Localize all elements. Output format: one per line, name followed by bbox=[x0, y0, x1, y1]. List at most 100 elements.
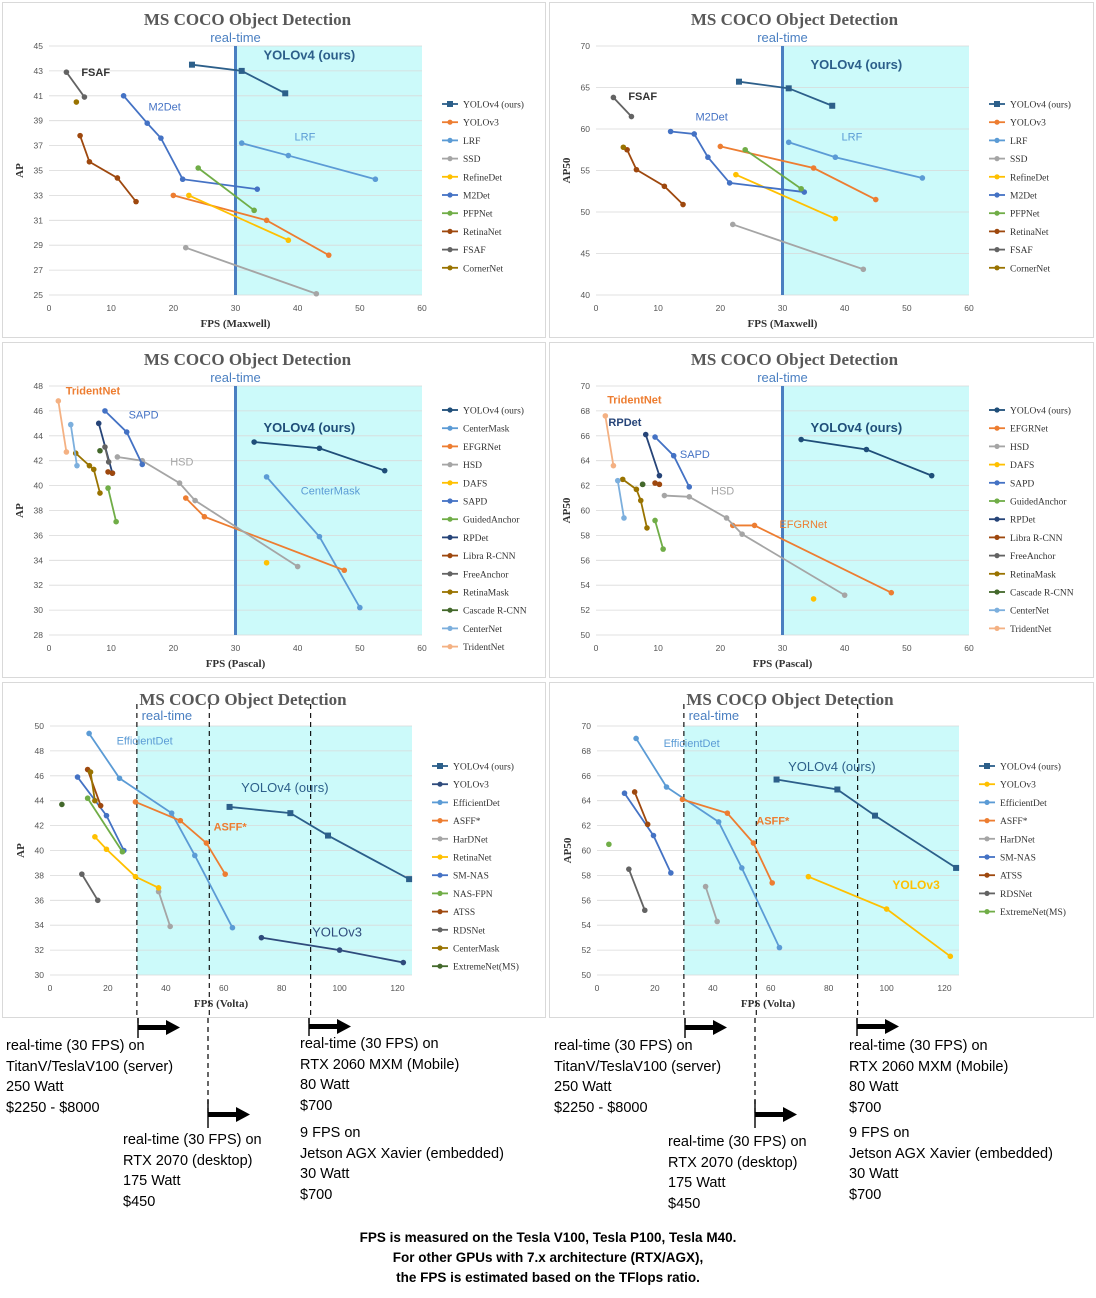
data-point bbox=[97, 447, 103, 454]
series-annotation: YOLOv4 (ours) bbox=[263, 48, 355, 63]
data-point bbox=[686, 484, 693, 490]
legend-label: YOLOv4 (ours) bbox=[453, 762, 514, 773]
series-yolov3 bbox=[805, 873, 954, 960]
legend-item-rpdet: RPDet bbox=[989, 516, 1036, 526]
legend-swatch-marker bbox=[994, 247, 1000, 253]
legend: YOLOv4 (ours) EFGRNet HSD DAFS SAPD GuidedAnc… bbox=[989, 406, 1074, 635]
legend-label: CornerNet bbox=[1010, 264, 1050, 274]
legend-swatch-marker bbox=[447, 644, 453, 650]
series-pfpnet bbox=[742, 146, 804, 192]
data-point bbox=[729, 221, 736, 228]
y-tick-label: 66 bbox=[582, 771, 592, 781]
x-tick-label: 50 bbox=[355, 643, 365, 653]
legend-label: FreeAnchor bbox=[1010, 552, 1056, 562]
data-point bbox=[229, 924, 236, 931]
legend-swatch-marker bbox=[994, 534, 1000, 540]
series-yolov3 bbox=[258, 934, 407, 966]
y-tick-label: 52 bbox=[581, 605, 591, 615]
legend-item-freeanchor: FreeAnchor bbox=[989, 552, 1056, 562]
series-annotation: EFGRNet bbox=[779, 519, 827, 531]
legend-item-yolov4-ours: YOLOv4 (ours) bbox=[989, 406, 1071, 417]
series-m2det bbox=[120, 93, 261, 192]
legend-item-sapd: SAPD bbox=[989, 479, 1034, 489]
x-axis-title: FPS (Pascal) bbox=[206, 658, 266, 670]
legend-swatch-marker bbox=[994, 571, 1000, 577]
data-point bbox=[186, 192, 192, 199]
series-annotation: YOLOv4 (ours) bbox=[810, 57, 902, 72]
data-point bbox=[105, 485, 111, 491]
y-tick-label: 40 bbox=[35, 846, 45, 856]
legend-label: RetinaNet bbox=[463, 228, 502, 238]
x-tick-label: 100 bbox=[880, 983, 894, 993]
y-axis-title: AP50 bbox=[561, 497, 573, 523]
series-hardnet bbox=[702, 883, 720, 925]
data-point bbox=[195, 165, 201, 171]
series-guidedanchor bbox=[105, 485, 119, 525]
y-tick-label: 52 bbox=[582, 945, 592, 955]
legend-item-lrf: LRF bbox=[442, 137, 480, 147]
data-point bbox=[834, 786, 841, 793]
data-point bbox=[620, 144, 627, 151]
x-axis-title: FPS (Pascal) bbox=[753, 658, 813, 670]
data-point bbox=[182, 244, 189, 251]
series-tridentnet bbox=[55, 398, 70, 455]
legend-label: YOLOv4 (ours) bbox=[1000, 762, 1061, 773]
series-efficientdet bbox=[86, 730, 236, 931]
data-point bbox=[724, 810, 731, 816]
y-tick-label: 54 bbox=[581, 580, 591, 590]
data-point bbox=[631, 789, 638, 795]
x-tick-label: 40 bbox=[293, 303, 303, 313]
annotation-line: $700 bbox=[300, 1097, 333, 1114]
series-tridentnet bbox=[602, 413, 617, 469]
data-point bbox=[679, 796, 686, 803]
y-tick-label: 60 bbox=[581, 506, 591, 516]
arrow-desktop-left bbox=[208, 1107, 250, 1122]
series-centernet bbox=[67, 421, 80, 469]
y-tick-label: 60 bbox=[582, 846, 592, 856]
legend-label: FSAF bbox=[1010, 246, 1033, 256]
series-ssd bbox=[182, 244, 320, 297]
series-line bbox=[79, 135, 137, 203]
annotation-line: 175 Watt bbox=[668, 1175, 726, 1191]
legend-swatch-marker bbox=[984, 890, 990, 896]
series-efgrnet bbox=[182, 495, 348, 574]
annotation-line: 9 FPS on bbox=[300, 1125, 361, 1141]
series-cornernet bbox=[73, 99, 80, 105]
y-tick-label: 29 bbox=[34, 240, 44, 250]
series-line bbox=[81, 873, 99, 901]
y-tick-label: 38 bbox=[35, 870, 45, 880]
series-asff bbox=[679, 796, 776, 886]
data-point bbox=[167, 923, 173, 930]
legend-swatch-marker bbox=[437, 818, 443, 824]
legend-swatch-marker bbox=[447, 462, 453, 468]
x-tick-label: 50 bbox=[355, 303, 365, 313]
series-pfpnet bbox=[195, 165, 257, 214]
x-tick-label: 30 bbox=[778, 643, 788, 653]
data-point bbox=[739, 531, 745, 537]
data-point bbox=[67, 421, 74, 428]
data-point bbox=[883, 906, 890, 912]
series-line bbox=[65, 71, 86, 98]
legend-item-centermask: CenterMask bbox=[442, 425, 510, 435]
legend-label: YOLOv4 (ours) bbox=[463, 406, 524, 417]
legend-item-tridentnet: TridentNet bbox=[989, 625, 1052, 635]
series-hsd bbox=[661, 492, 848, 598]
data-point bbox=[203, 840, 210, 846]
chart-svg-ap50-volta: 50 52 54 56 58 60 62 64 66 68 70 0 20 40 60 80 100 120 MS … bbox=[549, 682, 1094, 1018]
series-atss bbox=[84, 766, 104, 809]
legend-item-rpdet: RPDet bbox=[442, 534, 489, 544]
data-point bbox=[263, 559, 270, 566]
legend-item-centernet: CenterNet bbox=[989, 607, 1049, 617]
legend-item-efficientdet: EfficientDet bbox=[979, 798, 1047, 809]
series-line bbox=[185, 246, 317, 295]
data-point bbox=[177, 817, 184, 824]
data-point bbox=[336, 947, 343, 953]
legend-swatch-marker bbox=[994, 174, 1000, 180]
data-point bbox=[282, 90, 289, 97]
legend-swatch-marker bbox=[447, 137, 453, 143]
data-point bbox=[294, 563, 301, 570]
legend-item-hardnet: HarDNet bbox=[432, 835, 488, 845]
chart-panel-ap50-maxwell: 40 45 50 55 60 65 70 0 10 20 30 40 50 60 MS COCO Objec… bbox=[549, 2, 1094, 338]
annotation-line: real-time (30 FPS) on bbox=[849, 1038, 988, 1054]
data-point bbox=[810, 165, 817, 171]
